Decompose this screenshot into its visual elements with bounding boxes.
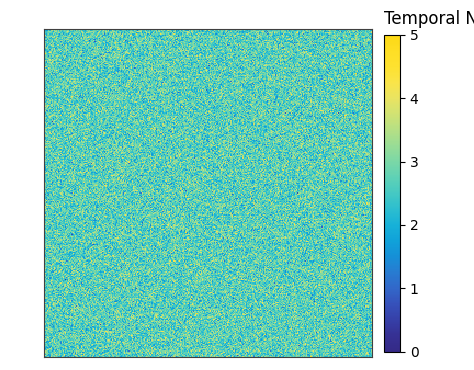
Text: Temporal Noise (DL): Temporal Noise (DL) [384, 10, 474, 28]
